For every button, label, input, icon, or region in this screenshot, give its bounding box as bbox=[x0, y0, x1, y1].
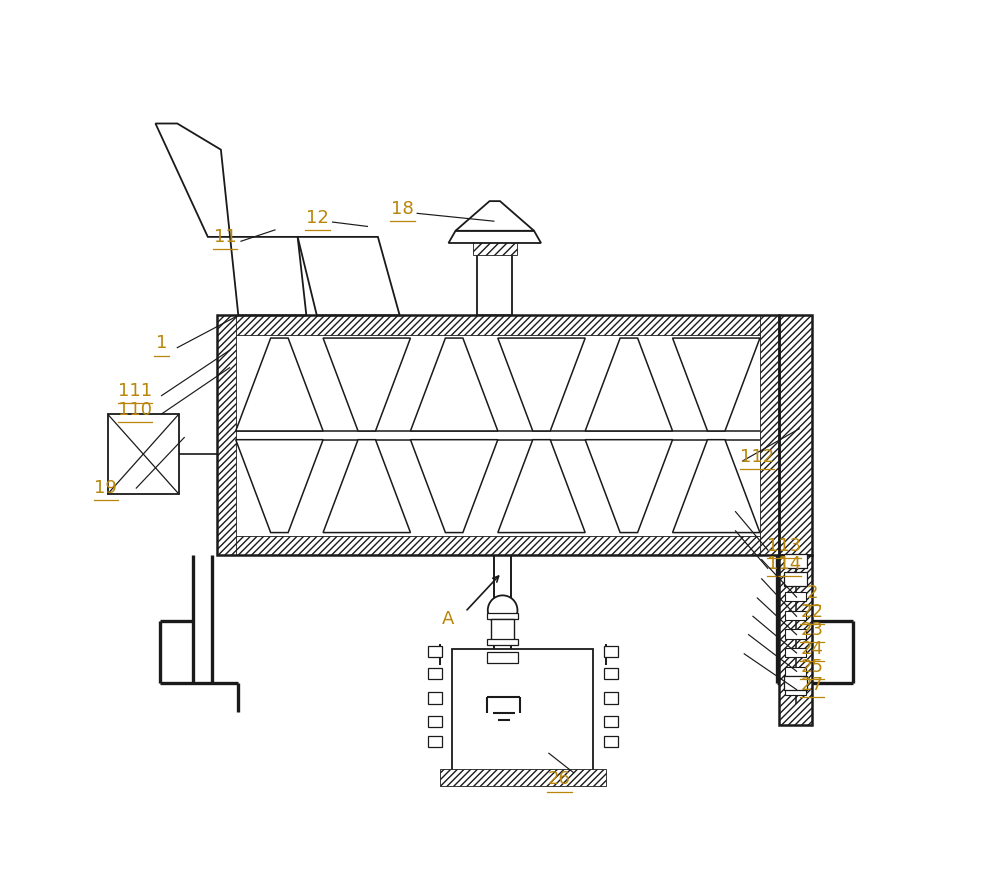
Bar bbox=[487, 652, 518, 662]
Bar bbox=[785, 629, 806, 639]
Text: 11: 11 bbox=[214, 228, 237, 246]
Bar bbox=[440, 769, 606, 786]
Text: 18: 18 bbox=[391, 200, 414, 218]
Text: 2: 2 bbox=[807, 584, 818, 602]
Bar bbox=[784, 676, 807, 690]
Bar bbox=[785, 685, 806, 695]
Text: 27: 27 bbox=[801, 676, 824, 694]
Text: 111: 111 bbox=[118, 382, 152, 400]
Bar bbox=[428, 646, 442, 657]
Text: 25: 25 bbox=[801, 658, 824, 676]
Polygon shape bbox=[410, 439, 498, 533]
Bar bbox=[217, 315, 779, 556]
Bar bbox=[779, 556, 812, 725]
Text: 24: 24 bbox=[801, 640, 824, 658]
Bar bbox=[428, 668, 442, 679]
Bar bbox=[604, 646, 618, 657]
Bar bbox=[779, 315, 812, 556]
Polygon shape bbox=[585, 439, 673, 533]
Text: 114: 114 bbox=[767, 555, 801, 573]
Text: 113: 113 bbox=[767, 536, 801, 555]
Bar bbox=[785, 648, 806, 657]
Polygon shape bbox=[410, 338, 498, 431]
Bar bbox=[784, 555, 807, 569]
Bar bbox=[604, 692, 618, 704]
Bar bbox=[108, 414, 179, 494]
Polygon shape bbox=[673, 338, 760, 431]
Text: 12: 12 bbox=[306, 209, 329, 227]
Text: A: A bbox=[441, 610, 454, 628]
Bar bbox=[491, 619, 514, 640]
Polygon shape bbox=[585, 338, 673, 431]
Text: 23: 23 bbox=[801, 621, 824, 640]
Bar bbox=[452, 648, 593, 771]
Bar bbox=[604, 716, 618, 727]
Polygon shape bbox=[298, 237, 400, 315]
Bar bbox=[760, 315, 779, 556]
Polygon shape bbox=[673, 439, 760, 533]
Bar bbox=[604, 668, 618, 679]
Bar bbox=[604, 736, 618, 747]
Bar bbox=[779, 315, 812, 556]
Bar bbox=[477, 244, 512, 315]
Polygon shape bbox=[323, 338, 410, 431]
Circle shape bbox=[488, 595, 517, 625]
Polygon shape bbox=[498, 439, 585, 533]
Text: 1: 1 bbox=[156, 334, 167, 353]
Bar bbox=[785, 667, 806, 676]
Bar bbox=[785, 573, 806, 583]
Text: 110: 110 bbox=[118, 401, 152, 418]
Bar bbox=[487, 639, 518, 645]
Polygon shape bbox=[236, 439, 323, 533]
Polygon shape bbox=[456, 201, 534, 231]
Polygon shape bbox=[449, 231, 541, 243]
Bar bbox=[217, 536, 779, 556]
Bar bbox=[785, 611, 806, 620]
Polygon shape bbox=[498, 338, 585, 431]
Polygon shape bbox=[236, 338, 323, 431]
Text: 26: 26 bbox=[548, 770, 571, 788]
Bar bbox=[784, 572, 807, 585]
Bar bbox=[217, 315, 779, 334]
Bar bbox=[779, 556, 812, 725]
Bar bbox=[473, 242, 517, 256]
Polygon shape bbox=[155, 123, 306, 315]
Text: 22: 22 bbox=[801, 603, 824, 621]
Text: 112: 112 bbox=[740, 448, 774, 466]
Bar bbox=[217, 315, 236, 556]
Bar bbox=[487, 612, 518, 619]
Bar bbox=[428, 736, 442, 747]
Text: 19: 19 bbox=[94, 480, 117, 497]
Polygon shape bbox=[323, 439, 410, 533]
Bar bbox=[785, 592, 806, 601]
Bar bbox=[428, 716, 442, 727]
Bar bbox=[428, 692, 442, 704]
